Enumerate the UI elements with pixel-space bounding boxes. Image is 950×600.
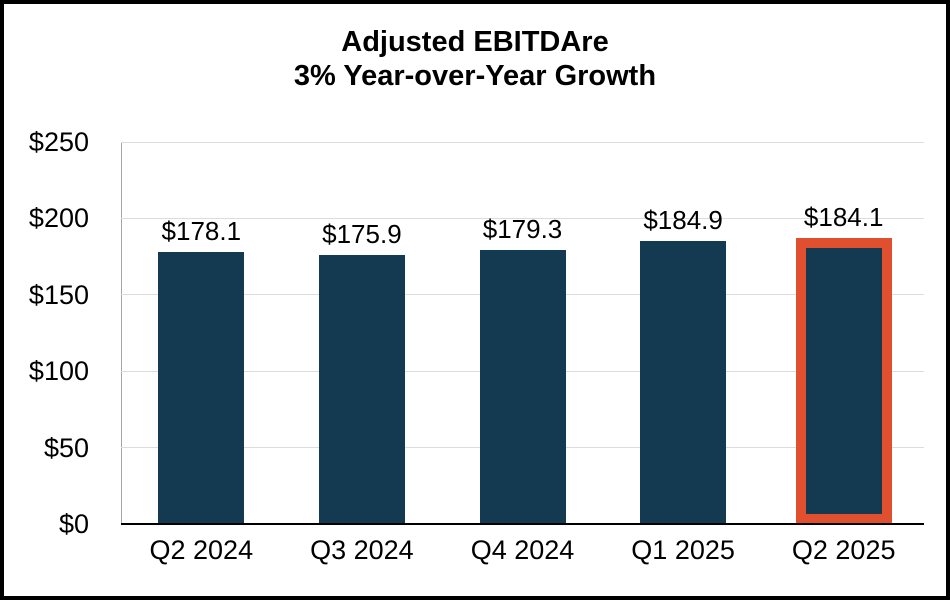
x-tick-label: Q4 2024 xyxy=(470,535,575,565)
bar-value-label: $184.9 xyxy=(643,205,723,236)
bar xyxy=(479,250,566,524)
gridline xyxy=(121,141,924,143)
bar-value-label: $178.1 xyxy=(161,215,242,246)
x-tick-label: Q3 2024 xyxy=(310,535,414,565)
x-tick-label: Q2 2025 xyxy=(791,535,896,565)
bar-value-label: $184.1 xyxy=(803,201,884,232)
x-axis-baseline xyxy=(121,523,924,525)
x-tick-label: Q1 2025 xyxy=(631,535,735,565)
bar xyxy=(158,251,245,524)
chart-title: Adjusted EBITDAre xyxy=(341,26,609,58)
bar-value-label: $175.9 xyxy=(322,219,402,250)
plot-area: $178.1 $175.9 $179.3 $184.9 $184.1 xyxy=(121,141,924,525)
highlighted-bar xyxy=(795,237,892,524)
chart-title-block: Adjusted EBITDAre 3% Year-over-Year Grow… xyxy=(4,25,946,93)
x-tick-label: Q2 2024 xyxy=(149,535,254,565)
bar-value-label: $179.3 xyxy=(482,214,563,245)
y-axis-line xyxy=(121,142,122,524)
bar xyxy=(318,255,405,524)
y-tick-label: $50 xyxy=(43,432,89,463)
y-tick-label: $250 xyxy=(28,127,89,157)
chart-subtitle: 3% Year-over-Year Growth xyxy=(293,60,657,92)
y-tick-label: $0 xyxy=(58,509,89,539)
y-tick-label: $150 xyxy=(28,279,89,310)
gridline xyxy=(121,217,924,219)
bar xyxy=(640,241,727,524)
y-tick-label: $200 xyxy=(28,203,89,234)
y-tick-label: $100 xyxy=(28,356,89,387)
